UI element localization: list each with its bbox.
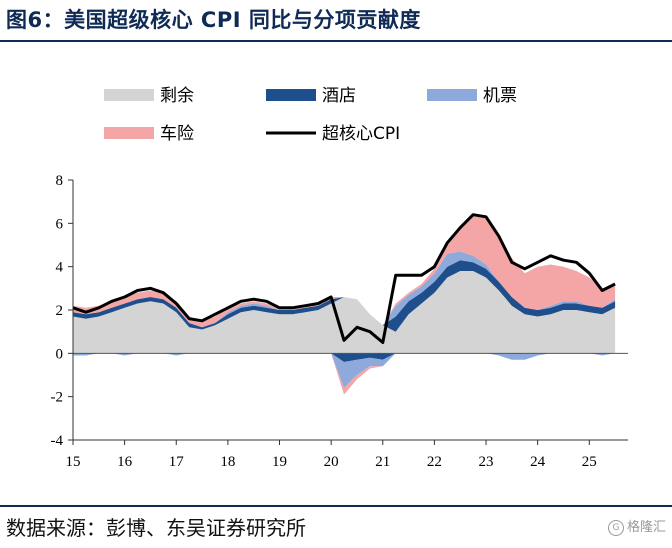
- legend-label-auto_insurance: 车险: [160, 124, 194, 144]
- x-tick-label: 21: [375, 454, 390, 470]
- legend-swatch-remainder: [104, 89, 154, 101]
- legend-label-airfare: 机票: [483, 86, 517, 106]
- title-rule: [0, 40, 672, 42]
- watermark-text: 格隆汇: [626, 520, 666, 535]
- area-remainder-pos: [73, 271, 616, 354]
- area-airfare-neg: [73, 353, 616, 388]
- watermark-logo-icon: G: [607, 519, 624, 536]
- x-tick-label: 17: [169, 454, 185, 470]
- area-hotel-pos: [73, 260, 616, 332]
- watermark: G 格隆汇: [607, 516, 666, 536]
- legend-label-supercore: 超核心CPI: [322, 124, 400, 144]
- x-tick-label: 20: [324, 454, 339, 470]
- y-tick-label: 0: [56, 346, 64, 362]
- legend-swatch-hotel: [266, 89, 316, 101]
- y-tick-label: 8: [56, 173, 64, 189]
- area-auto_insurance-pos: [73, 216, 616, 328]
- supercore-cpi-line: [72, 213, 616, 344]
- y-tick-label: 4: [56, 260, 64, 276]
- area-hotel-neg: [73, 353, 616, 362]
- x-tick-label: 22: [427, 454, 442, 470]
- x-tick-label: 15: [66, 454, 81, 470]
- x-tick-label: 23: [479, 454, 494, 470]
- legend-swatch-airfare: [427, 89, 477, 101]
- x-tick-label: 16: [117, 454, 133, 470]
- legend-label-hotel: 酒店: [322, 86, 356, 106]
- y-tick-label: 6: [56, 216, 64, 232]
- legend-label-remainder: 剩余: [160, 86, 194, 106]
- y-ticks: -4 -2 0 2 4 6 8: [51, 173, 73, 449]
- x-ticks: 15 16 17 18 19 20 21 22 23 24 25: [66, 440, 597, 470]
- legend-swatch-auto_insurance: [104, 127, 154, 139]
- y-tick-label: 2: [56, 303, 64, 319]
- y-tick-label: -4: [51, 433, 64, 449]
- stacked-areas: [73, 216, 616, 395]
- x-tick-label: 18: [220, 454, 235, 470]
- y-tick-label: -2: [51, 390, 64, 406]
- source-note: 数据来源：彭博、东吴证券研究所: [6, 516, 306, 540]
- x-tick-label: 25: [582, 454, 597, 470]
- footer-rule: [0, 505, 672, 507]
- x-tick-label: 19: [272, 454, 287, 470]
- x-tick-label: 24: [530, 454, 546, 470]
- chart-title: 图6：美国超级核心 CPI 同比与分项贡献度: [6, 8, 421, 32]
